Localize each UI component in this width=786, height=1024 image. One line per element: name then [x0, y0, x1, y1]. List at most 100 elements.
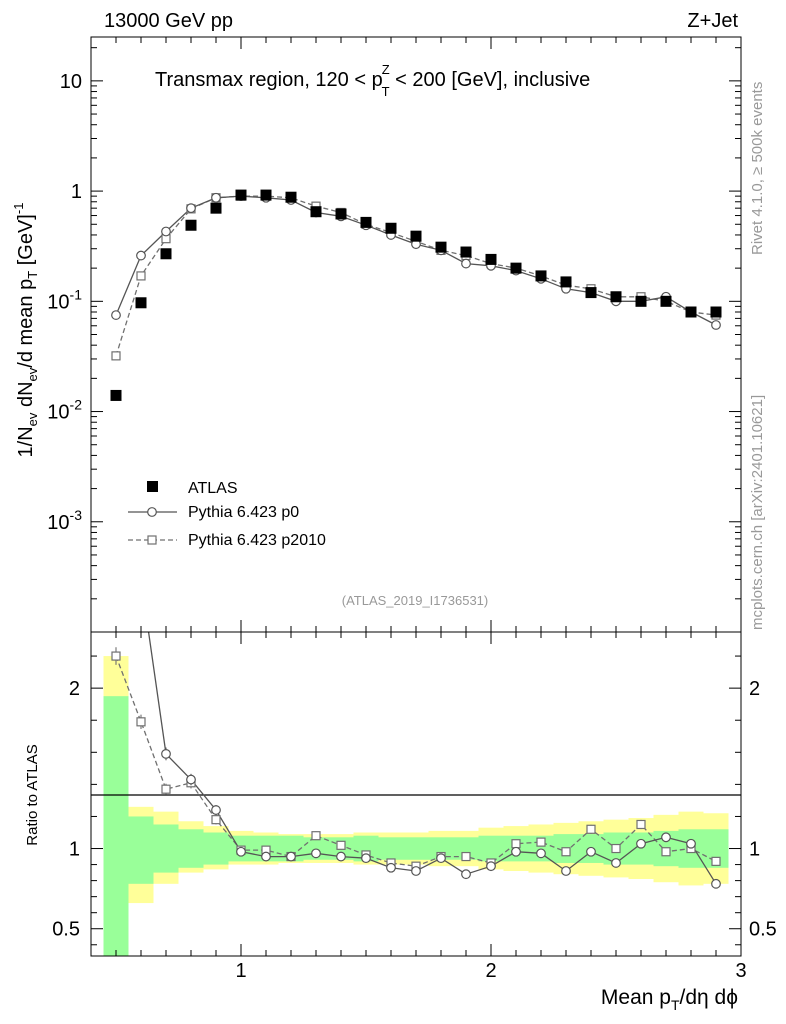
ratio-p2010-point — [136, 717, 146, 727]
ratio-stat-band — [203, 832, 229, 865]
atlas-point — [510, 262, 522, 274]
ratio-y-tick-label-left: 2 — [69, 678, 80, 700]
atlas-point — [160, 248, 172, 260]
ratio-series-group — [111, 632, 721, 889]
ratio-p0-point — [236, 846, 246, 857]
ratio-stat-band — [453, 837, 479, 860]
atlas-point — [660, 295, 672, 307]
ratio-p2010-point — [311, 831, 321, 841]
energy-label: 13000 GeV pp — [104, 10, 233, 32]
ratio-p2010-point — [611, 843, 621, 854]
main-panel: 10-3 10-2 10-1 1 10 Transmax region, 120 < p… — [47, 36, 742, 633]
ratio-y-tick-label-right: 2 — [749, 678, 760, 700]
main-y-tick-label: 10-1 — [47, 286, 82, 313]
p0-point — [461, 258, 471, 269]
ratio-p2010-point — [711, 856, 721, 866]
ratio-y-tick-label-right: 1 — [749, 839, 760, 861]
ratio-p0-point — [186, 774, 196, 785]
ratio-stat-band — [178, 829, 204, 868]
analysis-id: (ATLAS_2019_I1736531) — [342, 593, 488, 608]
legend-p2010-marker — [147, 535, 157, 545]
ratio-y-tick-label-left: 1 — [69, 839, 80, 861]
ratio-stat-band — [403, 837, 429, 860]
atlas-point — [410, 230, 422, 242]
atlas-point — [135, 297, 147, 309]
ratio-p0-point — [561, 866, 571, 876]
ratio-p2010-point — [561, 847, 571, 857]
ratio-p0-point — [686, 838, 696, 849]
ratio-p0-point — [411, 866, 421, 876]
atlas-point — [460, 246, 472, 258]
legend-p0-label: Pythia 6.423 p0 — [188, 504, 299, 521]
ratio-y-axis-title: Ratio to ATLAS — [24, 744, 41, 845]
ratio-p2010-point — [461, 851, 471, 862]
ratio-stat-band — [128, 816, 154, 884]
main-y-tick-label: 10 — [60, 71, 82, 93]
ratio-y-tick-label-left: 0.5 — [52, 919, 80, 941]
atlas-point — [335, 208, 347, 220]
p0-point — [711, 320, 721, 330]
atlas-point — [685, 306, 697, 318]
atlas-point — [610, 291, 622, 303]
ratio-p0-point — [161, 749, 171, 759]
p0-point — [161, 226, 171, 237]
atlas-point — [285, 191, 297, 203]
ratio-p0-point — [586, 846, 596, 857]
main-y-tick-label: 10-2 — [47, 397, 82, 424]
ratio-p0-point — [511, 846, 521, 857]
legend-atlas-marker — [147, 481, 158, 492]
ratio-p2010-point — [161, 784, 171, 794]
p0-point — [211, 192, 221, 203]
rivet-label: Rivet 4.1.0, ≥ 500k events — [749, 82, 766, 255]
legend-atlas-label: ATLAS — [188, 480, 238, 497]
ratio-p2010-point — [586, 824, 596, 834]
atlas-point — [385, 222, 397, 234]
ratio-p0-point — [336, 851, 346, 862]
atlas-point — [210, 202, 222, 214]
ratio-stat-band — [153, 824, 179, 873]
ratio-p0-point — [611, 858, 621, 868]
ratio-p0-point — [636, 838, 646, 849]
p2010-line — [115, 195, 717, 357]
ratio-p2010-point — [511, 839, 521, 849]
ratio-p0-point — [386, 862, 396, 873]
ratio-y-tick-label-right: 0.5 — [749, 919, 777, 941]
atlas-point — [585, 287, 597, 299]
y-axis-title: 1/Nev dNev/d mean pT [GeV]-1 — [11, 203, 40, 458]
atlas-point — [710, 306, 722, 318]
atlas-point — [110, 389, 122, 401]
ratio-p2010-point — [536, 837, 546, 847]
atlas-point — [485, 253, 497, 265]
ratio-p0-point — [711, 878, 721, 889]
mcplots-label: mcplots.cern.ch [arXiv:2401.10621] — [749, 395, 766, 630]
ratio-stat-band — [378, 837, 404, 860]
ratio-p2010-point — [211, 815, 221, 825]
region-title: Transmax region, 120 < pZ T < 200 [GeV], … — [155, 62, 590, 99]
p0-point — [111, 310, 121, 320]
atlas-point — [635, 295, 647, 307]
ratio-p2010-point — [111, 651, 121, 661]
ratio-p2010-point — [661, 847, 671, 857]
ratio-p0-point — [461, 869, 471, 880]
x-tick-label: 1 — [235, 960, 246, 982]
atlas-point — [310, 206, 322, 218]
main-y-tick-label: 1 — [71, 181, 82, 203]
x-axis-title: Mean pT/dη dϕ — [601, 986, 738, 1013]
ratio-p0-point — [311, 848, 321, 859]
atlas-point — [560, 276, 572, 288]
process-label: Z+Jet — [687, 10, 738, 32]
atlas-point — [535, 270, 547, 282]
ratio-p0-point — [486, 861, 496, 872]
ratio-p2010-point — [336, 840, 346, 850]
x-tick-label: 3 — [735, 960, 746, 982]
legend-p0-marker — [147, 507, 157, 517]
atlas-point — [185, 219, 197, 231]
ratio-p0-point — [361, 853, 371, 864]
ratio-p0-point — [536, 848, 546, 859]
x-tick-label: 2 — [485, 960, 496, 982]
ratio-stat-band — [103, 696, 129, 956]
ratio-panel: 0.5 0.5 1 1 2 2 1 2 3 — [52, 631, 777, 982]
ratio-p2010-point — [636, 819, 646, 830]
main-y-tick-label: 10-3 — [47, 507, 82, 534]
